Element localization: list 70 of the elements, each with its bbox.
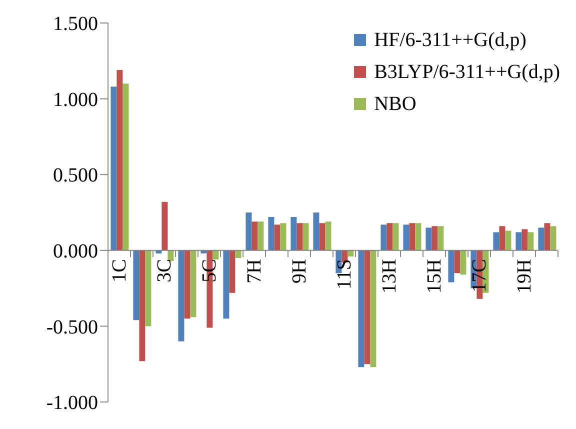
bar <box>550 226 556 250</box>
y-tick-label: 1.000 <box>53 88 98 111</box>
legend-label: NBO <box>374 92 416 117</box>
bar <box>505 230 512 250</box>
bar <box>252 222 258 250</box>
bar <box>110 86 117 250</box>
x-tick-label: 3C <box>153 259 176 282</box>
bar <box>415 223 422 250</box>
x-tick-label: 11S <box>333 259 356 290</box>
bar <box>122 84 129 250</box>
y-tick-label: 0.000 <box>53 240 98 262</box>
y-tick-label: -1.000 <box>46 392 98 414</box>
bar <box>190 250 196 318</box>
bar <box>493 232 500 250</box>
legend-label: HF/6-311++G(d,p) <box>374 28 526 53</box>
bar <box>448 250 454 282</box>
y-tick-label: -0.500 <box>46 316 98 338</box>
x-tick-label: 1C <box>108 259 130 282</box>
bar <box>438 226 444 250</box>
bar <box>358 250 364 368</box>
bar <box>223 250 230 319</box>
y-tick-label: 1.500 <box>53 13 98 36</box>
bar <box>403 224 410 250</box>
bar <box>499 226 506 250</box>
bar <box>370 250 376 368</box>
bar <box>133 250 140 320</box>
bar <box>313 212 320 250</box>
bar <box>139 250 146 362</box>
bar <box>454 250 460 274</box>
bar <box>280 223 286 250</box>
x-tick-label: 9H <box>288 259 310 284</box>
bar <box>386 223 393 250</box>
bar <box>116 70 123 250</box>
bar <box>426 228 432 250</box>
bar <box>212 250 219 260</box>
bar <box>268 217 274 250</box>
bar <box>258 222 264 250</box>
bar <box>178 250 184 342</box>
bar <box>364 250 370 364</box>
x-tick-label: 5C <box>198 259 220 282</box>
bar <box>184 250 190 319</box>
bar <box>522 229 528 250</box>
bar <box>380 224 387 250</box>
bar <box>392 223 399 250</box>
bar <box>302 223 309 250</box>
bar <box>290 217 297 250</box>
bar <box>235 250 242 258</box>
bar <box>274 224 280 250</box>
bar <box>544 223 550 250</box>
x-tick-label: 19H <box>513 259 536 294</box>
bar <box>409 223 416 250</box>
bar <box>319 223 326 250</box>
x-tick-label: 13H <box>378 259 400 294</box>
bar <box>145 250 152 326</box>
bar <box>432 226 438 250</box>
bar <box>348 250 354 256</box>
bar <box>528 232 534 250</box>
bar <box>460 250 466 275</box>
bar <box>296 223 303 250</box>
bar <box>246 212 252 250</box>
bar <box>162 202 168 250</box>
x-tick-label: 15H <box>423 259 446 294</box>
x-tick-label: 17C <box>468 259 490 292</box>
bar <box>516 232 522 250</box>
bar <box>538 228 544 250</box>
bar <box>325 222 332 250</box>
bar <box>229 250 236 293</box>
x-tick-label: 7H <box>243 259 266 284</box>
y-tick-label: 0.500 <box>53 164 98 187</box>
legend-label: B3LYP/6-311++G(d,p) <box>374 60 560 85</box>
